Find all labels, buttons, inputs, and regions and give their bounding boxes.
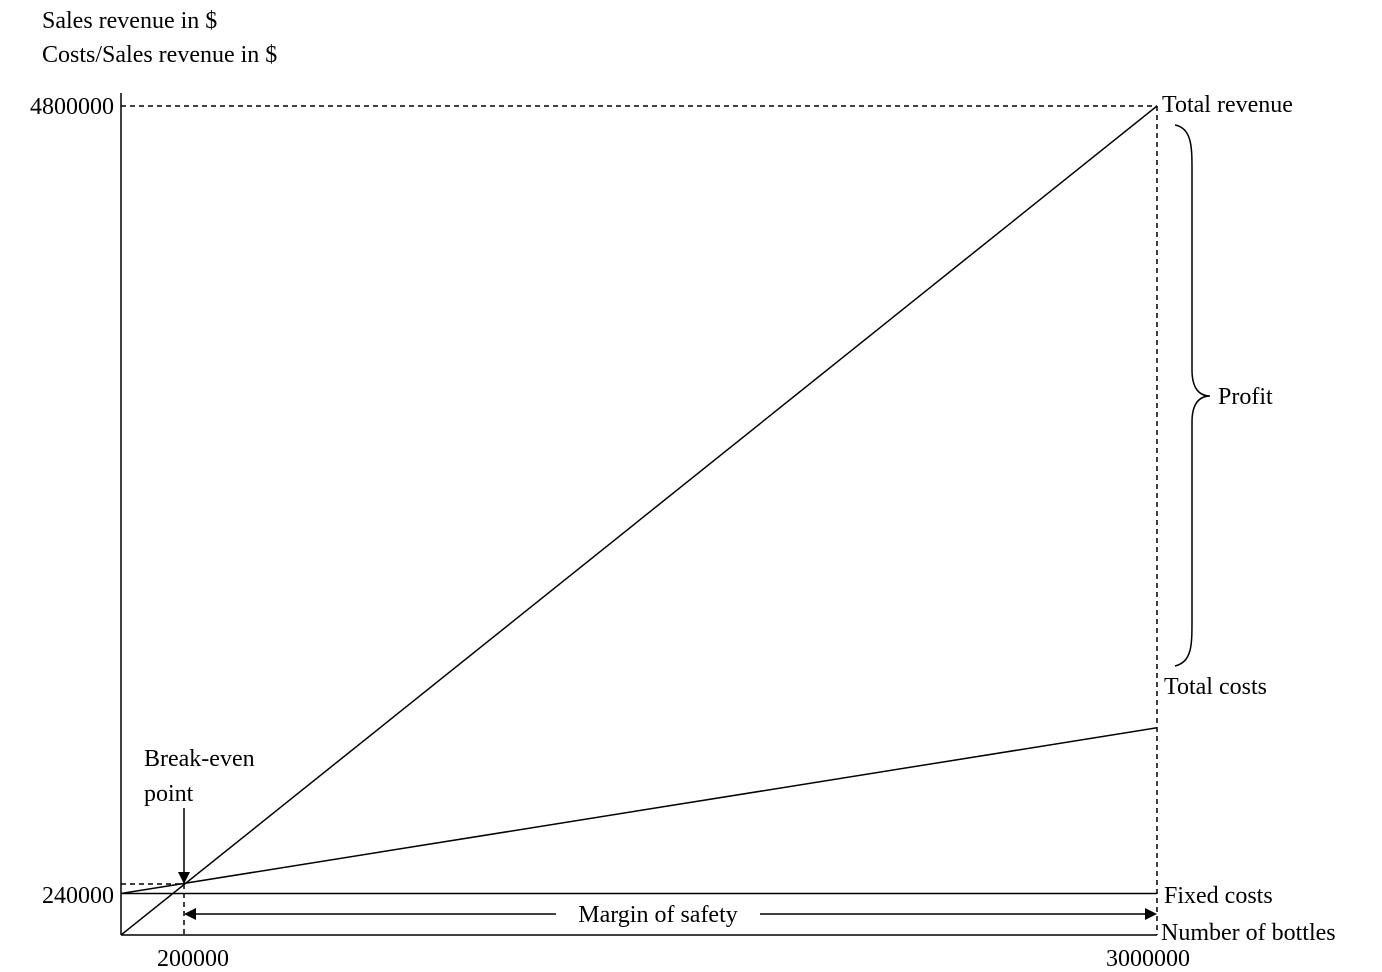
margin-arrowhead-left — [184, 908, 196, 920]
series-layer — [121, 106, 1157, 935]
break-even-label-line1: Break-even — [144, 746, 255, 772]
y-axis-title-line2: Costs/Sales revenue in $ — [42, 42, 277, 68]
y-tick-240000: 240000 — [42, 883, 114, 909]
x-axis-title: Number of bottles — [1161, 920, 1336, 946]
profit-brace — [1175, 125, 1210, 666]
y-tick-4800000: 4800000 — [30, 94, 114, 120]
fixed-costs-label: Fixed costs — [1164, 883, 1273, 909]
margin-of-safety-label: Margin of safety — [578, 902, 738, 928]
margin-arrowhead-right — [1145, 908, 1157, 920]
x-tick-3000000: 3000000 — [1106, 946, 1190, 972]
x-tick-200000: 200000 — [157, 946, 229, 972]
break-even-label-line2: point — [144, 781, 194, 807]
total-revenue-label: Total revenue — [1162, 92, 1293, 118]
y-axis-title-line1: Sales revenue in $ — [42, 8, 217, 34]
total-costs-label: Total costs — [1164, 674, 1267, 700]
profit-label: Profit — [1218, 384, 1273, 410]
